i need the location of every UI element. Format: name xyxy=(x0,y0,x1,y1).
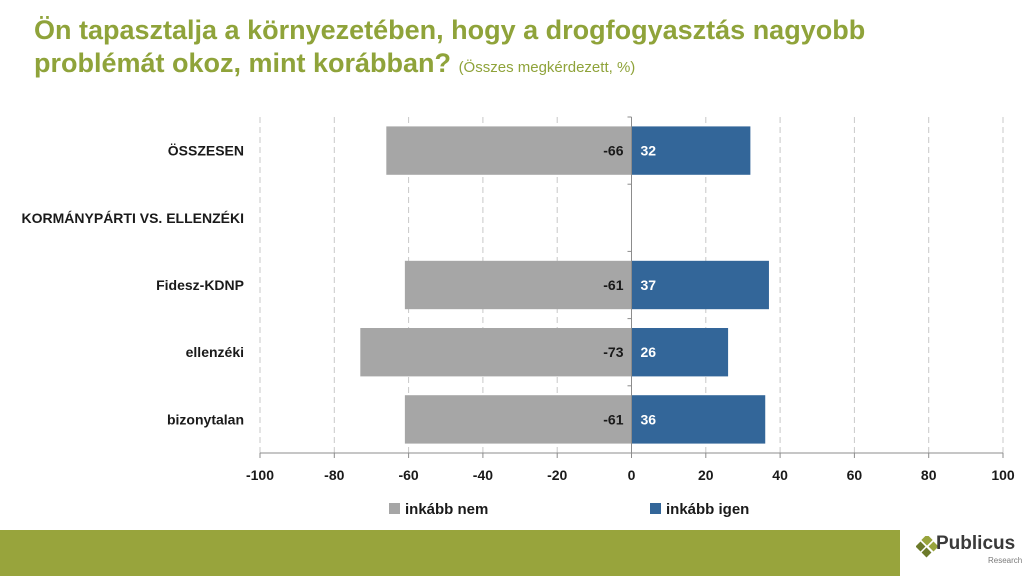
footer-bar xyxy=(0,530,1024,576)
publicus-logo: Publicus Research xyxy=(900,522,1024,576)
legend-swatch xyxy=(650,503,661,514)
data-label: -66 xyxy=(603,143,623,159)
data-label: 37 xyxy=(641,277,657,293)
legend-label: inkább nem xyxy=(405,501,488,518)
publicus-logo-text: Publicus xyxy=(936,533,1016,554)
title-subtitle: (Összes megkérdezett, %) xyxy=(458,59,636,76)
legend-swatch xyxy=(389,503,400,514)
data-label: 36 xyxy=(641,411,657,427)
bar-igen xyxy=(631,395,766,444)
x-tick-label: -40 xyxy=(473,467,493,483)
bar-chart: -100 -80 -60 -40 -20 0 20 40 60 80 100 -66 32 ÖSSZES… xyxy=(22,116,1015,518)
bar-igen xyxy=(631,126,751,175)
publicus-logo-icon xyxy=(916,536,938,558)
data-label: 26 xyxy=(641,344,657,360)
data-label: -73 xyxy=(603,344,623,360)
x-tick-label: 100 xyxy=(991,467,1015,483)
bar-igen xyxy=(631,328,729,377)
x-tick-label: 40 xyxy=(772,467,788,483)
publicus-logo-tagline: Research xyxy=(988,556,1023,565)
labels: -66 32 ÖSSZESEN KORMÁNYPÁRTI VS. ELLENZÉKI -… xyxy=(22,143,657,428)
title-text: Ön tapasztalja a környezetében, hogy a d… xyxy=(34,15,866,78)
x-tick-label: 80 xyxy=(921,467,937,483)
bar-nem xyxy=(386,126,632,175)
category-label: bizonytalan xyxy=(167,411,244,427)
x-tick-label: -80 xyxy=(324,467,344,483)
data-label: -61 xyxy=(603,411,623,427)
category-label: Fidesz-KDNP xyxy=(156,277,244,293)
chart-title: Ön tapasztalja a környezetében, hogy a d… xyxy=(34,14,994,84)
data-label: -61 xyxy=(603,277,623,293)
x-tick-label: -100 xyxy=(246,467,274,483)
legend-label: inkább igen xyxy=(666,501,749,518)
x-tick-label: 20 xyxy=(698,467,714,483)
x-tick-label: 0 xyxy=(628,467,636,483)
axes: -100 -80 -60 -40 -20 0 20 40 60 80 100 xyxy=(246,116,1015,483)
x-tick-label: -60 xyxy=(398,467,418,483)
bar-nem xyxy=(360,328,632,377)
bar-nem xyxy=(404,260,632,310)
category-label: ÖSSZESEN xyxy=(168,143,244,159)
bars xyxy=(360,126,769,444)
data-label: 32 xyxy=(641,143,657,159)
category-label: KORMÁNYPÁRTI VS. ELLENZÉKI xyxy=(22,210,244,226)
x-tick-label: -20 xyxy=(547,467,567,483)
bar-igen xyxy=(631,260,769,310)
x-tick-label: 60 xyxy=(847,467,863,483)
category-label: ellenzéki xyxy=(186,344,244,360)
legend: inkább nem inkább igen xyxy=(389,501,749,518)
bar-nem xyxy=(404,395,632,444)
